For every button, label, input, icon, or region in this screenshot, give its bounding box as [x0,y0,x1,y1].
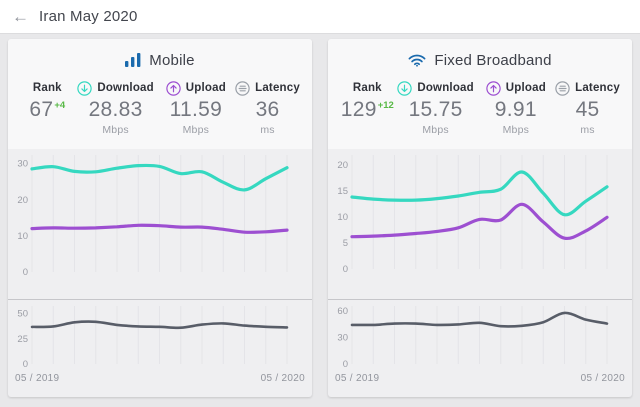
fixed-x-end-label: 05 / 2020 [580,373,625,384]
mobile-x-axis-labels: 05 / 2019 05 / 2020 [8,370,312,397]
report-cards-container: Mobile Rank 67+4 [0,33,640,397]
svg-text:25: 25 [17,334,28,345]
svg-text:0: 0 [343,264,348,275]
fixed-latency-chart: 0 30 60 [328,299,632,370]
mobile-card-title: Mobile [149,51,195,69]
mobile-rank-delta-badge: +4 [54,100,66,111]
fixed-stats-row: Rank 129+12 Download [328,79,632,137]
mobile-latency-value: 36 [255,98,280,121]
svg-text:10: 10 [17,231,28,242]
svg-text:60: 60 [337,306,348,317]
fixed-rank-value: 129+12 [341,97,394,123]
svg-text:50: 50 [17,308,28,319]
fixed-download-label: Download [397,79,474,97]
mobile-download-label: Download [77,79,154,97]
upload-label-text: Upload [505,82,546,94]
fixed-upload-unit: Mbps [502,124,530,136]
fixed-download-stat: Download 15.75 Mbps [395,79,477,137]
mobile-download-unit: Mbps [102,124,129,136]
mobile-rank-stat: Rank 67+4 [20,79,75,137]
fixed-broadband-card: Fixed Broadband Rank 129+12 [328,39,632,397]
fixed-rank-delta-badge: +12 [377,100,394,111]
rank-value-text: 129 [340,98,377,121]
fixed-upload-label: Upload [486,79,546,97]
latency-label-text: Latency [255,82,300,94]
latency-label-text: Latency [575,82,620,94]
fixed-x-start-label: 05 / 2019 [335,373,380,384]
mobile-latency-unit: ms [260,124,275,136]
fixed-speed-chart: 0 5 10 15 20 [328,149,632,299]
fixed-download-value: 15.75 [408,98,463,121]
mobile-speed-chart: 0 10 20 30 [8,149,312,299]
svg-text:30: 30 [17,159,28,170]
download-arrow-icon [77,80,93,96]
svg-text:15: 15 [337,186,348,197]
mobile-rank-value: 67+4 [29,97,65,123]
mobile-latency-label: Latency [235,79,300,97]
mobile-latency-stat: Latency 36 ms [235,79,300,137]
fixed-rank-stat: Rank 129+12 [340,79,395,137]
mobile-stats-row: Rank 67+4 Download [8,79,312,137]
mobile-card-top: Mobile Rank 67+4 [8,39,312,149]
download-label-text: Download [417,82,474,94]
latency-gauge-icon [235,80,250,96]
svg-text:20: 20 [337,160,348,171]
svg-text:10: 10 [337,212,348,223]
svg-text:30: 30 [337,333,348,344]
page-title: Iran May 2020 [39,8,138,25]
mobile-upload-stat: Upload 11.59 Mbps [157,79,236,137]
fixed-latency-label: Latency [555,79,620,97]
mobile-upload-value: 11.59 [169,98,223,121]
rank-value-text: 67 [29,98,54,121]
svg-text:0: 0 [23,359,28,370]
mobile-signal-icon [125,53,141,67]
mobile-latency-chart: 0 25 50 [8,299,312,370]
fixed-card-header: Fixed Broadband [328,39,632,79]
download-arrow-icon [397,80,413,96]
upload-arrow-icon [486,80,501,96]
mobile-card-header: Mobile [8,39,312,79]
mobile-download-stat: Download 28.83 Mbps [75,79,157,137]
rank-label-text: Rank [352,82,382,94]
svg-text:0: 0 [23,267,28,278]
upload-label-text: Upload [185,82,226,94]
fixed-upload-stat: Upload 9.91 Mbps [477,79,556,137]
latency-gauge-icon [555,80,570,96]
svg-text:5: 5 [343,238,348,249]
mobile-upload-unit: Mbps [182,124,210,136]
mobile-card: Mobile Rank 67+4 [8,39,312,397]
header: ← Iran May 2020 [0,0,640,33]
rank-label-text: Rank [32,82,62,94]
fixed-rank-label: Rank [353,79,382,97]
fixed-card-top: Fixed Broadband Rank 129+12 [328,39,632,149]
fixed-latency-stat: Latency 45 ms [555,79,620,137]
fixed-upload-value: 9.91 [494,98,537,121]
back-arrow-icon[interactable]: ← [12,7,29,26]
download-label-text: Download [97,82,154,94]
mobile-download-value: 28.83 [88,98,143,121]
svg-text:20: 20 [17,195,28,206]
mobile-x-end-label: 05 / 2020 [260,373,305,384]
fixed-card-title: Fixed Broadband [434,51,552,69]
mobile-rank-label: Rank [33,79,62,97]
upload-arrow-icon [166,80,181,96]
wifi-icon [408,53,426,67]
fixed-latency-value: 45 [575,98,600,121]
svg-text:0: 0 [343,359,348,370]
fixed-latency-unit: ms [580,124,595,136]
fixed-x-axis-labels: 05 / 2019 05 / 2020 [328,370,632,397]
mobile-upload-label: Upload [166,79,226,97]
fixed-download-unit: Mbps [422,124,449,136]
mobile-x-start-label: 05 / 2019 [15,373,60,384]
